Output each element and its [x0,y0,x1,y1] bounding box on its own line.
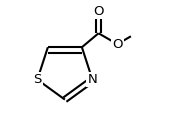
Text: O: O [93,5,104,18]
Text: N: N [88,73,97,86]
Text: O: O [112,38,123,51]
Text: S: S [33,73,41,86]
